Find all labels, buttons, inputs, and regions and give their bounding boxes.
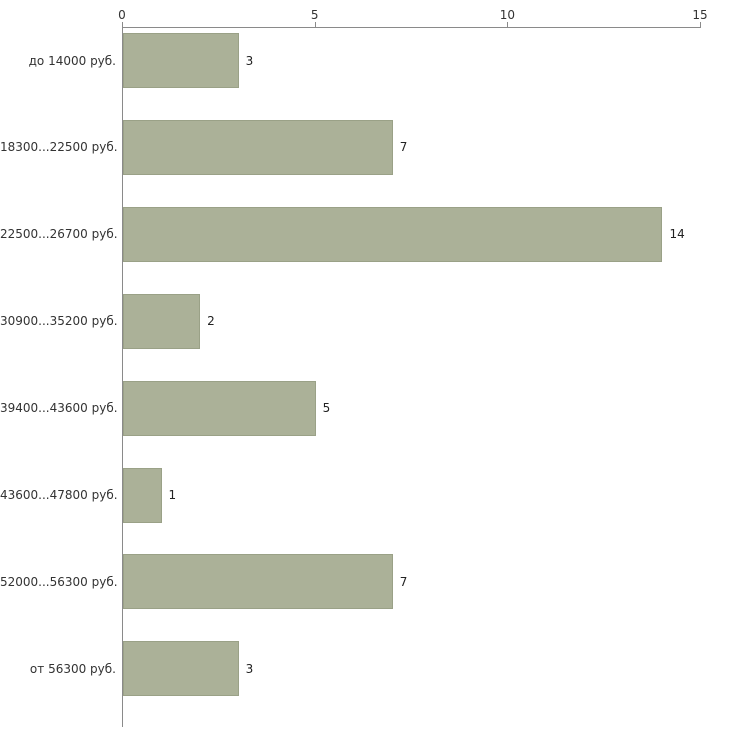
category-label: 18300...22500 руб. <box>0 140 118 155</box>
bar <box>123 206 663 262</box>
value-label: 7 <box>399 140 408 155</box>
value-label: 3 <box>245 53 254 68</box>
x-axis-tick-label: 0 <box>118 8 126 22</box>
category-label: 22500...26700 руб. <box>0 227 118 242</box>
value-label: 3 <box>245 661 254 676</box>
y-axis-line <box>122 27 123 727</box>
category-label: 39400...43600 руб. <box>0 401 118 416</box>
x-axis-line <box>122 27 701 28</box>
bar <box>123 467 162 523</box>
category-label: 43600...47800 руб. <box>0 488 118 502</box>
bar <box>123 293 201 349</box>
x-axis-tick-label: 5 <box>310 8 319 22</box>
category-label: до 14000 руб. <box>28 53 116 68</box>
x-axis-tick <box>700 22 701 27</box>
category-label: 30900...35200 руб. <box>0 314 118 329</box>
x-axis-tick <box>314 22 316 27</box>
category-label: от 56300 руб. <box>29 661 116 676</box>
category-label: 52000...56300 руб. <box>0 574 118 589</box>
x-axis-tick-label: 10 <box>499 8 515 22</box>
bar <box>123 380 316 436</box>
value-label: 5 <box>322 401 331 416</box>
x-axis-tick <box>122 22 123 27</box>
bar <box>123 641 239 697</box>
bar <box>123 33 239 88</box>
x-axis-tick <box>507 22 509 27</box>
bar <box>123 554 393 610</box>
value-label: 14 <box>669 227 685 242</box>
x-axis-tick-label: 15 <box>692 8 708 22</box>
value-label: 7 <box>399 574 408 589</box>
value-label: 2 <box>207 314 215 329</box>
bar <box>123 119 393 175</box>
value-label: 1 <box>168 488 177 502</box>
